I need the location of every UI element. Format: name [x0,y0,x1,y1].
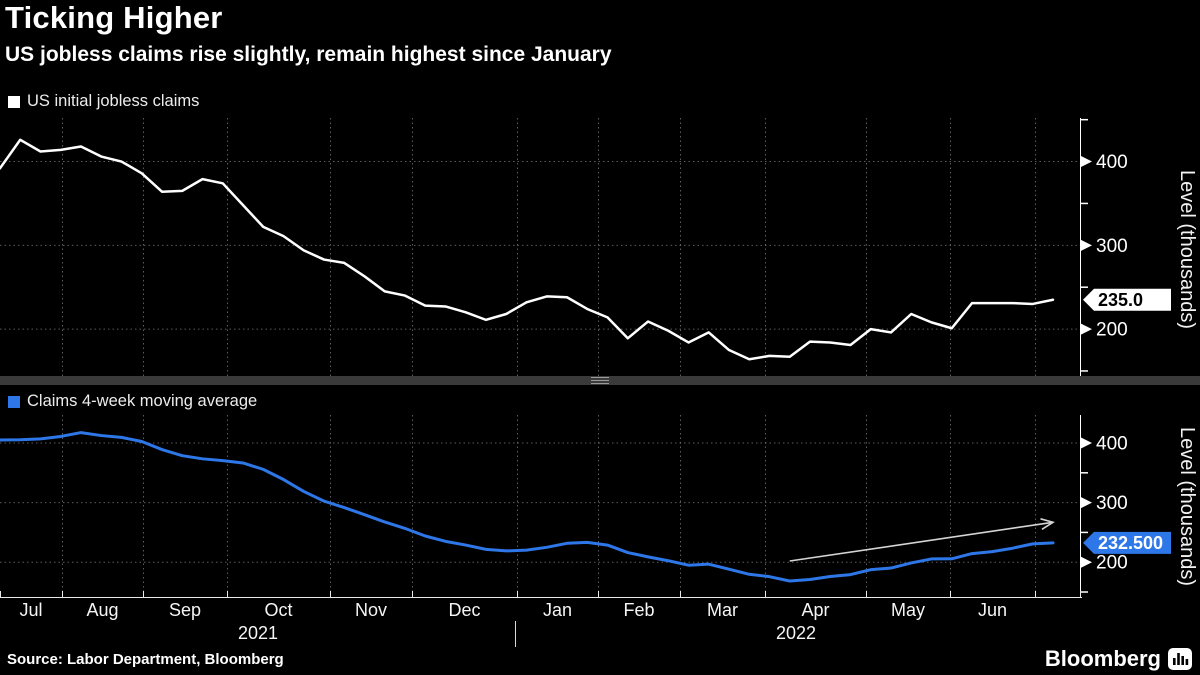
month-label-nov: Nov [354,600,388,620]
x-axis-tick [227,591,228,597]
y-axis-title-top: Level (thousands) [1176,169,1198,329]
month-label-oct: Oct [264,600,293,620]
x-axis-tick [412,591,413,597]
top-panel-initial-claims-plot: 200 300 400 235.0 [0,118,1171,380]
x-axis-tick [680,591,681,597]
year-label-2022: 2022 [775,623,817,643]
month-label-sep: Sep [168,600,202,620]
x-axis-tick [765,591,766,597]
last-value-label [1083,531,1171,554]
month-label-jun: Jun [977,600,1008,620]
month-label-jan: Jan [542,600,573,620]
trend-arrow-line [789,521,1054,562]
bloomberg-wordmark: Bloomberg [1044,646,1161,671]
year-separator-line [515,621,516,647]
bottom-panel-moving-average-plot: 200 300 400 232.500 [0,415,1171,597]
last-value-text: 232.500 [1098,533,1163,553]
moving-average-series-line [0,431,1055,583]
x-axis-tick [330,591,331,597]
month-label-jul: Jul [19,600,43,620]
legend-bottom-panel: Claims 4-week moving average [8,392,257,411]
panel-splitter[interactable] [0,376,1200,385]
y-tick-arrow-icon [1081,156,1092,168]
legend-label-initial-claims: US initial jobless claims [27,92,200,110]
y-tick-label: 400 [1096,152,1128,173]
x-axis-tick [950,591,951,597]
x-axis-tick [598,591,599,597]
month-label-feb: Feb [623,600,655,620]
y-tick-label: 200 [1096,553,1128,574]
y-tick-arrow-icon [1081,497,1092,509]
x-axis-tick [143,591,144,597]
bloomberg-bars-icon [1168,648,1192,670]
y-tick-label: 200 [1096,320,1128,341]
splitter-grip-icon[interactable] [591,377,609,384]
x-axis-line [0,597,1082,598]
y-tick-arrow-icon [1081,556,1092,568]
last-value-label [1083,288,1171,311]
y-tick-arrow-icon [1081,437,1092,449]
x-axis-tick [1035,591,1036,597]
legend-swatch-blue-icon [8,395,20,408]
month-label-mar: Mar [707,600,738,620]
month-label-dec: Dec [448,600,481,620]
bloomberg-logo: Bloomberg [1045,646,1192,672]
trend-arrowhead-icon [1040,518,1055,530]
year-label-2021: 2021 [237,623,279,643]
y-tick-label: 400 [1096,434,1128,455]
x-axis-tick [62,591,63,597]
y-tick-label: 300 [1096,236,1128,257]
y-axis-title-bottom: Level (thousands) [1176,426,1198,586]
source-attribution: Source: Labor Department, Bloomberg [7,651,284,668]
month-label-apr: Apr [801,600,830,620]
page-subtitle: US jobless claims rise slightly, remain … [5,43,612,66]
x-axis-tick [0,591,1,597]
y-tick-arrow-icon [1081,323,1092,335]
x-axis-tick [517,591,518,597]
y-tick-label: 300 [1096,493,1128,514]
x-axis-tick [1080,591,1081,597]
legend-label-moving-average: Claims 4-week moving average [27,392,258,410]
legend-swatch-white-icon [8,95,20,108]
page-title: Ticking Higher [5,0,223,35]
x-axis-tick [866,591,867,597]
y-tick-arrow-icon [1081,239,1092,251]
month-label-aug: Aug [86,600,119,620]
month-label-may: May [890,600,926,620]
initial-claims-series-line [0,138,1055,361]
legend-top-panel: US initial jobless claims [8,92,199,111]
last-value-text: 235.0 [1098,290,1143,310]
